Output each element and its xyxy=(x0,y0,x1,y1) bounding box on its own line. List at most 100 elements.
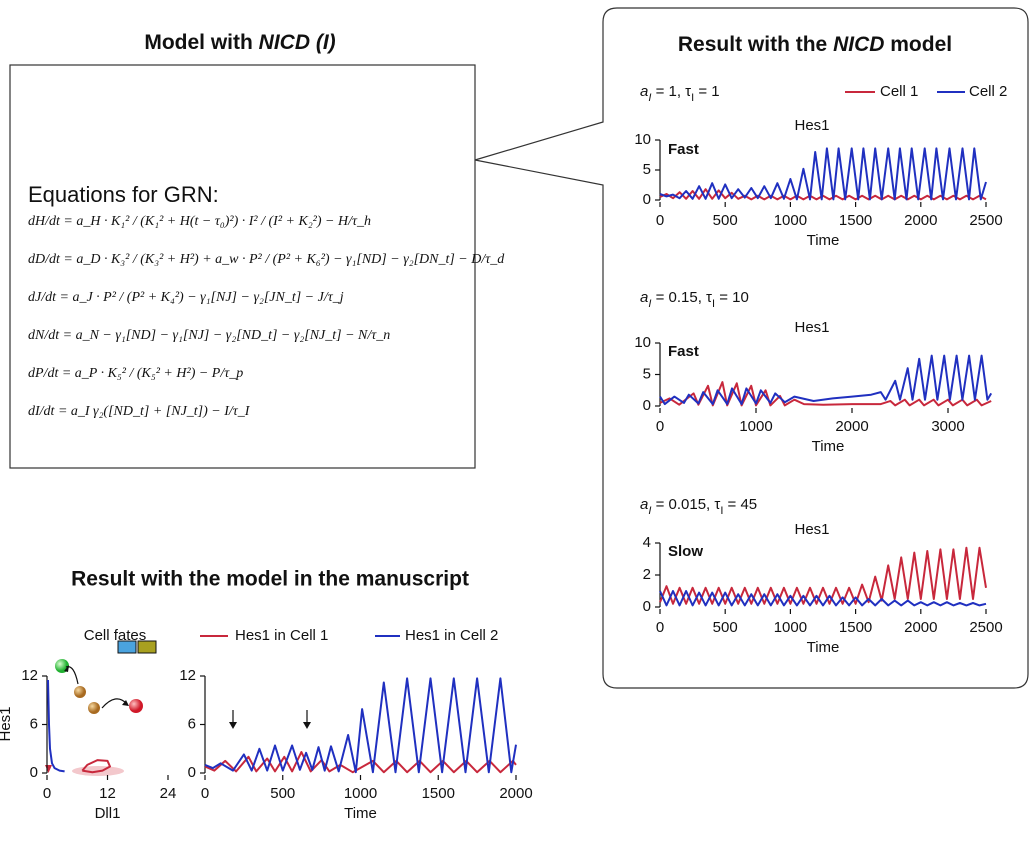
x-tick-label: 1000 xyxy=(739,418,772,435)
result-callout xyxy=(474,7,1029,689)
x-tick-label: 2000 xyxy=(835,418,868,435)
fate-arrow xyxy=(65,666,79,685)
x-axis-label: Dll1 xyxy=(95,805,121,822)
x-tick-label: 24 xyxy=(160,785,177,802)
parameter-part: = 0.15, τ xyxy=(651,289,712,306)
x-tick-label: 2500 xyxy=(969,212,1002,229)
x-tick-label: 1500 xyxy=(839,212,872,229)
y-tick-label: 0 xyxy=(188,764,196,781)
x-tick-label: 0 xyxy=(43,785,51,802)
fate-arrow xyxy=(101,698,128,709)
parameter-label: aI = 0.015, τI = 45 xyxy=(640,496,757,517)
x-tick-label: 500 xyxy=(270,785,295,802)
chart-title: Hes1 xyxy=(794,117,829,134)
x-tick-label: 2000 xyxy=(904,619,937,636)
left-title: Model with NICD (I) xyxy=(144,31,335,54)
equation: dP/dt = a_P · K₅² / (K₅² + H²) − P/τ_p xyxy=(28,366,243,381)
series-line xyxy=(659,354,993,406)
parameter-label: aI = 0.15, τI = 10 xyxy=(640,289,749,310)
equation: dI/dt = a_I γ₂([ND_t] + [NJ_t]) − I/τ_I xyxy=(28,404,251,419)
title-part: NICD xyxy=(833,33,884,56)
y-tick-label: 0 xyxy=(643,191,651,208)
x-axis-label: Time xyxy=(812,438,845,455)
x-tick-label: 1000 xyxy=(774,619,807,636)
fate-arrowhead xyxy=(122,700,129,706)
x-axis-label: Time xyxy=(807,639,840,656)
x-tick-label: 2000 xyxy=(904,212,937,229)
equations-header: Equations for GRN: xyxy=(28,182,219,207)
x-tick-label: 0 xyxy=(201,785,209,802)
y-tick-label: 10 xyxy=(634,131,651,148)
model-box xyxy=(9,64,476,469)
right-title: Result with the NICD model xyxy=(678,33,952,56)
parameter-part: I xyxy=(648,298,651,310)
legend-label: Cell 2 xyxy=(969,83,1007,100)
x-tick-label: 1500 xyxy=(422,785,455,802)
title-part: model xyxy=(884,33,952,56)
parameter-part: I xyxy=(648,505,651,517)
parameter-label: aI = 1, τI = 1 xyxy=(640,83,720,104)
y-tick-label: 10 xyxy=(634,334,651,351)
y-tick-label: 6 xyxy=(30,715,38,732)
chart-title: Hes1 xyxy=(794,521,829,538)
trajectory-arrowhead xyxy=(45,765,52,773)
y-axis-label: Hes1 xyxy=(0,706,14,741)
y-tick-label: 5 xyxy=(643,365,651,382)
parameter-part: = 1, τ xyxy=(651,83,691,100)
y-tick-label: 2 xyxy=(643,566,651,583)
fate-square xyxy=(117,640,137,654)
legend-label: Cell 1 xyxy=(880,83,918,100)
equation: dN/dt = a_N − γ₁[ND] − γ₁[NJ] − γ₂[ND_t]… xyxy=(28,328,390,343)
y-tick-label: 0 xyxy=(643,397,651,414)
equation: dD/dt = a_D · K₃² / (K₃² + H²) + a_w · P… xyxy=(28,252,505,267)
y-tick-label: 0 xyxy=(30,764,38,781)
parameter-part: = 10 xyxy=(715,289,749,306)
y-tick-label: 6 xyxy=(188,715,196,732)
series-line xyxy=(81,759,111,774)
cell-sphere xyxy=(88,702,100,714)
x-tick-label: 0 xyxy=(656,212,664,229)
x-tick-label: 2000 xyxy=(499,785,532,802)
speed-annotation: Slow xyxy=(668,543,703,560)
x-tick-label: 0 xyxy=(656,418,664,435)
bottom-title: Result with the model in the manuscript xyxy=(71,568,469,591)
equation: dJ/dt = a_J · P² / (P² + K₄²) − γ₁[NJ] −… xyxy=(28,290,344,305)
series-line xyxy=(47,679,65,773)
fate-arrowhead xyxy=(64,665,69,672)
x-tick-label: 500 xyxy=(713,619,738,636)
legend-label: Hes1 in Cell 2 xyxy=(405,627,498,644)
equation: dH/dt = a_H · K₁² / (K₁² + H(t − τ₀)²) ·… xyxy=(28,214,371,229)
event-arrowhead xyxy=(229,722,237,729)
series-line xyxy=(204,677,517,774)
cell-sphere xyxy=(74,686,86,698)
series-line xyxy=(659,147,987,201)
chart-title: Hes1 xyxy=(794,319,829,336)
speed-annotation: Fast xyxy=(668,343,699,360)
series-line xyxy=(659,590,987,607)
x-tick-label: 3000 xyxy=(931,418,964,435)
y-tick-label: 0 xyxy=(643,598,651,615)
title-part: Model with xyxy=(144,31,258,54)
x-tick-label: 500 xyxy=(713,212,738,229)
x-tick-label: 2500 xyxy=(969,619,1002,636)
legend-label: Hes1 in Cell 1 xyxy=(235,627,328,644)
y-tick-label: 12 xyxy=(179,667,196,684)
y-tick-label: 12 xyxy=(21,667,38,684)
y-tick-label: 5 xyxy=(643,161,651,178)
fate-square xyxy=(137,640,157,654)
parameter-part: = 1 xyxy=(694,83,719,100)
series-line xyxy=(659,381,992,407)
parameter-part: I xyxy=(712,298,715,310)
title-part: Result with the xyxy=(678,33,833,56)
parameter-part: a xyxy=(640,289,648,306)
x-tick-label: 12 xyxy=(99,785,116,802)
equations: dH/dt = a_H · K₁² / (K₁² + H(t − τ₀)²) ·… xyxy=(28,214,505,419)
speed-annotation: Fast xyxy=(668,141,699,158)
x-axis-label: Time xyxy=(344,805,377,822)
parameter-part: I xyxy=(648,92,651,104)
y-tick-label: 4 xyxy=(643,534,651,551)
x-tick-label: 0 xyxy=(656,619,664,636)
parameter-part: = 45 xyxy=(723,496,757,513)
x-tick-label: 1000 xyxy=(344,785,377,802)
